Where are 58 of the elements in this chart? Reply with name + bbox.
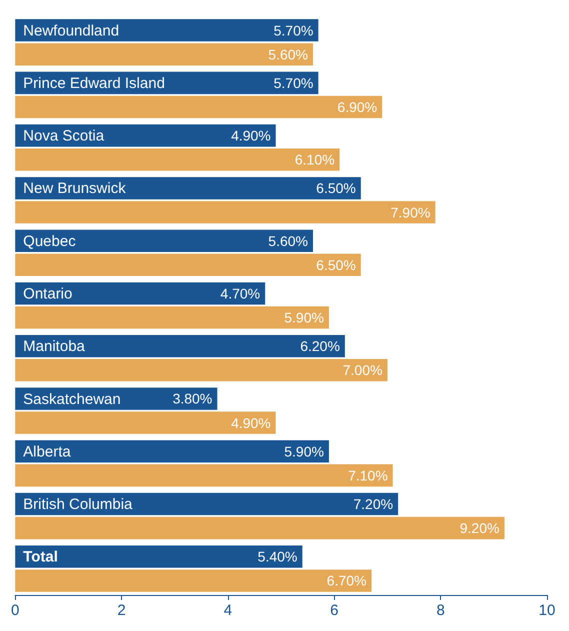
bar [15, 201, 436, 224]
data-label: 6.90% [337, 98, 378, 115]
bar [15, 334, 345, 358]
x-tick-label: 10 [538, 602, 556, 619]
bar [15, 177, 361, 200]
y-tick-label: Quebec [23, 232, 76, 250]
data-label: 6.50% [316, 180, 356, 196]
data-label: 6.20% [300, 338, 340, 354]
data-label: 5.90% [284, 443, 324, 460]
bar [15, 282, 266, 305]
data-label: 3.80% [172, 390, 212, 407]
data-label: 7.00% [342, 362, 382, 378]
data-label: 6.10% [294, 152, 335, 168]
bar [15, 148, 340, 171]
data-label: 4.90% [231, 414, 271, 431]
bar [15, 19, 318, 42]
y-tick-label: British Columbia [23, 496, 134, 514]
data-label: 5.70% [274, 74, 314, 91]
x-tick-label: 0 [11, 602, 20, 619]
data-label: 5.90% [284, 310, 324, 326]
y-tick-label: Total [23, 548, 58, 566]
x-tick-label: 4 [224, 602, 232, 619]
data-label: 6.70% [326, 572, 366, 589]
bar [15, 546, 302, 568]
y-tick-label: Nova Scotia [23, 128, 105, 145]
y-tick-label: Saskatchewan [23, 390, 121, 408]
x-tick-label: 6 [330, 602, 338, 619]
data-label: 5.40% [258, 548, 298, 565]
bar [15, 412, 276, 434]
data-label: 7.20% [353, 496, 394, 512]
y-tick-label: New Brunswick [23, 180, 126, 198]
bar [15, 440, 329, 463]
bar [15, 492, 398, 516]
data-label: 5.70% [274, 22, 314, 38]
bar [15, 43, 313, 66]
y-tick-label: Manitoba [23, 338, 86, 356]
data-label: 4.90% [231, 128, 271, 144]
y-tick-label: Prince Edward Island [23, 74, 165, 92]
data-label: 5.60% [268, 46, 308, 62]
bar [15, 96, 382, 118]
bar [15, 254, 361, 276]
bar [15, 230, 313, 252]
bar [15, 464, 393, 487]
y-tick-label: Newfoundland [23, 22, 120, 40]
data-label: 4.70% [220, 285, 260, 302]
bar [15, 570, 372, 592]
x-tick-label: 8 [436, 602, 445, 619]
bar [15, 516, 504, 540]
data-label: 5.60% [268, 232, 308, 249]
bar [15, 359, 388, 382]
x-tick-label: 2 [117, 602, 126, 619]
data-label: 6.50% [316, 256, 356, 273]
data-label: 7.90% [390, 204, 430, 220]
bar [15, 306, 329, 329]
data-label: 7.10% [348, 467, 388, 484]
data-label: 9.20% [460, 520, 500, 536]
y-tick-label: Ontario [23, 286, 72, 302]
y-tick-label: Alberta [23, 443, 72, 460]
